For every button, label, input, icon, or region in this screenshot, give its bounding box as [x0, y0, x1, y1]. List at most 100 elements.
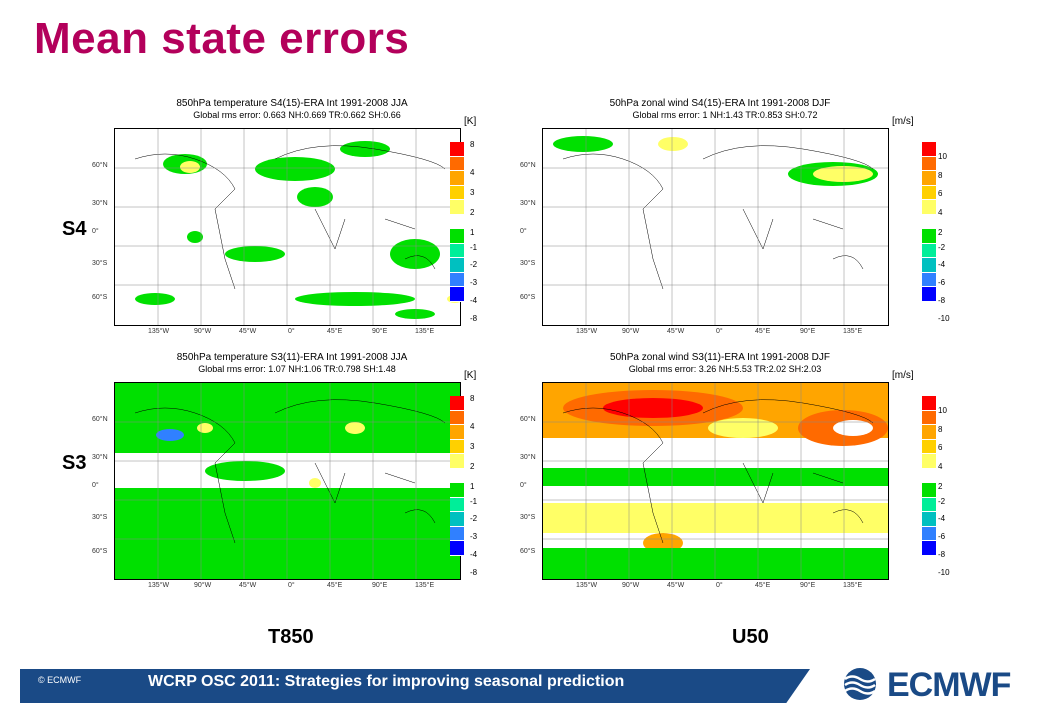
- lon-tick: 0°: [716, 328, 723, 335]
- colorbar: [922, 396, 936, 556]
- panel-subtitle: Global rms error: 0.663 NH:0.669 TR:0.66…: [193, 110, 401, 120]
- colorbar-label: -3: [470, 532, 478, 541]
- lon-tick: 0°: [716, 582, 723, 589]
- colorbar-unit: [K]: [464, 370, 477, 381]
- colorbar-label: -2: [470, 514, 478, 523]
- panel-subtitle: Global rms error: 3.26 NH:5.53 TR:2.02 S…: [628, 364, 822, 374]
- lon-tick: 90°W: [622, 328, 640, 335]
- lon-tick: 90°E: [800, 582, 816, 589]
- lat-tick: 30°S: [520, 514, 536, 521]
- colorbar-label: 6: [938, 189, 943, 198]
- colorbar-label: 10: [938, 152, 947, 161]
- lon-tick: 45°W: [667, 328, 685, 335]
- colorbar-label: -8: [470, 568, 478, 577]
- lat-tick: 60°S: [92, 548, 108, 555]
- lat-tick: 60°N: [520, 416, 536, 423]
- map-svg: [115, 383, 460, 579]
- lat-tick: 60°N: [92, 416, 108, 423]
- lon-tick: 90°E: [372, 328, 388, 335]
- colorbar-label: 2: [470, 462, 475, 471]
- panel-title: 850hPa temperature S4(15)-ERA Int 1991-2…: [176, 98, 408, 109]
- lat-tick: 0°: [92, 228, 99, 235]
- lat-tick: 30°N: [520, 200, 536, 207]
- lon-tick: 45°W: [239, 328, 257, 335]
- panel-t850-s3: 850hPa temperature S3(11)-ERA Int 1991-2…: [82, 352, 502, 602]
- panel-title: 50hPa zonal wind S3(11)-ERA Int 1991-200…: [610, 352, 830, 363]
- colorbar-label: -8: [938, 296, 946, 305]
- colorbar-label: 4: [938, 208, 943, 217]
- col-label-u50: U50: [732, 626, 769, 648]
- panel-title: 50hPa zonal wind S4(15)-ERA Int 1991-200…: [609, 98, 831, 109]
- footer-text: WCRP OSC 2011: Strategies for improving …: [148, 673, 625, 690]
- lon-tick: 90°W: [622, 582, 640, 589]
- colorbar-label: -2: [938, 243, 946, 252]
- colorbar-unit: [m/s]: [892, 370, 914, 381]
- colorbar-label: 8: [938, 171, 943, 180]
- lon-tick: 135°E: [843, 582, 863, 589]
- lon-tick: 135°E: [843, 328, 863, 335]
- lon-tick: 45°E: [755, 582, 771, 589]
- lon-tick: 135°W: [148, 328, 170, 335]
- lon-tick: 90°E: [800, 328, 816, 335]
- lat-tick: 30°N: [520, 454, 536, 461]
- lat-tick: 60°N: [520, 162, 536, 169]
- lon-tick: 135°E: [415, 328, 435, 335]
- ecmwf-waves-icon: [844, 668, 876, 700]
- panel-t850-s4: 850hPa temperature S4(15)-ERA Int 1991-2…: [82, 98, 502, 348]
- colorbar: [450, 142, 464, 302]
- col-label-t850: T850: [268, 626, 314, 648]
- lat-tick: 60°S: [92, 294, 108, 301]
- colorbar-label: -10: [938, 314, 950, 323]
- lat-tick: 30°S: [520, 260, 536, 267]
- panel-title: 850hPa temperature S3(11)-ERA Int 1991-2…: [176, 352, 408, 363]
- colorbar-label: -3: [470, 278, 478, 287]
- footer-bar: [20, 669, 810, 703]
- lat-tick: 60°S: [520, 294, 536, 301]
- lat-tick: 30°S: [92, 260, 108, 267]
- lon-tick: 45°E: [755, 328, 771, 335]
- lat-tick: 60°S: [520, 548, 536, 555]
- row-label-s4: S4: [62, 218, 87, 240]
- colorbar-label: -8: [470, 314, 478, 323]
- colorbar-label: -4: [938, 260, 946, 269]
- colorbar-unit: [K]: [464, 116, 477, 127]
- colorbar-label: 1: [470, 228, 475, 237]
- map-svg: [543, 129, 888, 325]
- colorbar-label: -6: [938, 532, 946, 541]
- footer: © ECMWF WCRP OSC 2011: Strategies for im…: [0, 661, 820, 703]
- colorbar-label: -1: [470, 243, 478, 252]
- lon-tick: 45°E: [327, 328, 343, 335]
- lat-tick: 0°: [92, 482, 99, 489]
- map: [114, 382, 461, 580]
- colorbar-label: -8: [938, 550, 946, 559]
- lon-tick: 45°E: [327, 582, 343, 589]
- lon-tick: 45°W: [239, 582, 257, 589]
- logo-text: ECMWF: [887, 666, 1011, 704]
- colorbar-label: -2: [938, 497, 946, 506]
- colorbar-label: -2: [470, 260, 478, 269]
- lon-tick: 0°: [288, 328, 295, 335]
- lat-tick: 0°: [520, 482, 527, 489]
- row-label-s3: S3: [62, 452, 87, 474]
- lat-tick: 60°N: [92, 162, 108, 169]
- colorbar-label: -4: [470, 296, 478, 305]
- panel-subtitle: Global rms error: 1 NH:1.43 TR:0.853 SH:…: [632, 110, 818, 120]
- colorbar-label: 3: [470, 188, 475, 197]
- colorbar-label: 4: [470, 168, 475, 177]
- lon-tick: 45°W: [667, 582, 685, 589]
- footer-copyright: © ECMWF: [38, 675, 82, 685]
- map-svg: [543, 383, 888, 579]
- map: [114, 128, 461, 326]
- ecmwf-logo: ECMWF: [835, 666, 1025, 704]
- map: [542, 128, 889, 326]
- page-title: Mean state errors: [34, 14, 410, 63]
- lon-tick: 90°W: [194, 582, 212, 589]
- colorbar-label: -6: [938, 278, 946, 287]
- lat-tick: 30°N: [92, 200, 108, 207]
- lat-tick: 30°N: [92, 454, 108, 461]
- lon-tick: 135°E: [415, 582, 435, 589]
- colorbar: [922, 142, 936, 302]
- lon-tick: 90°W: [194, 328, 212, 335]
- lon-tick: 135°W: [576, 582, 598, 589]
- lat-tick: 30°S: [92, 514, 108, 521]
